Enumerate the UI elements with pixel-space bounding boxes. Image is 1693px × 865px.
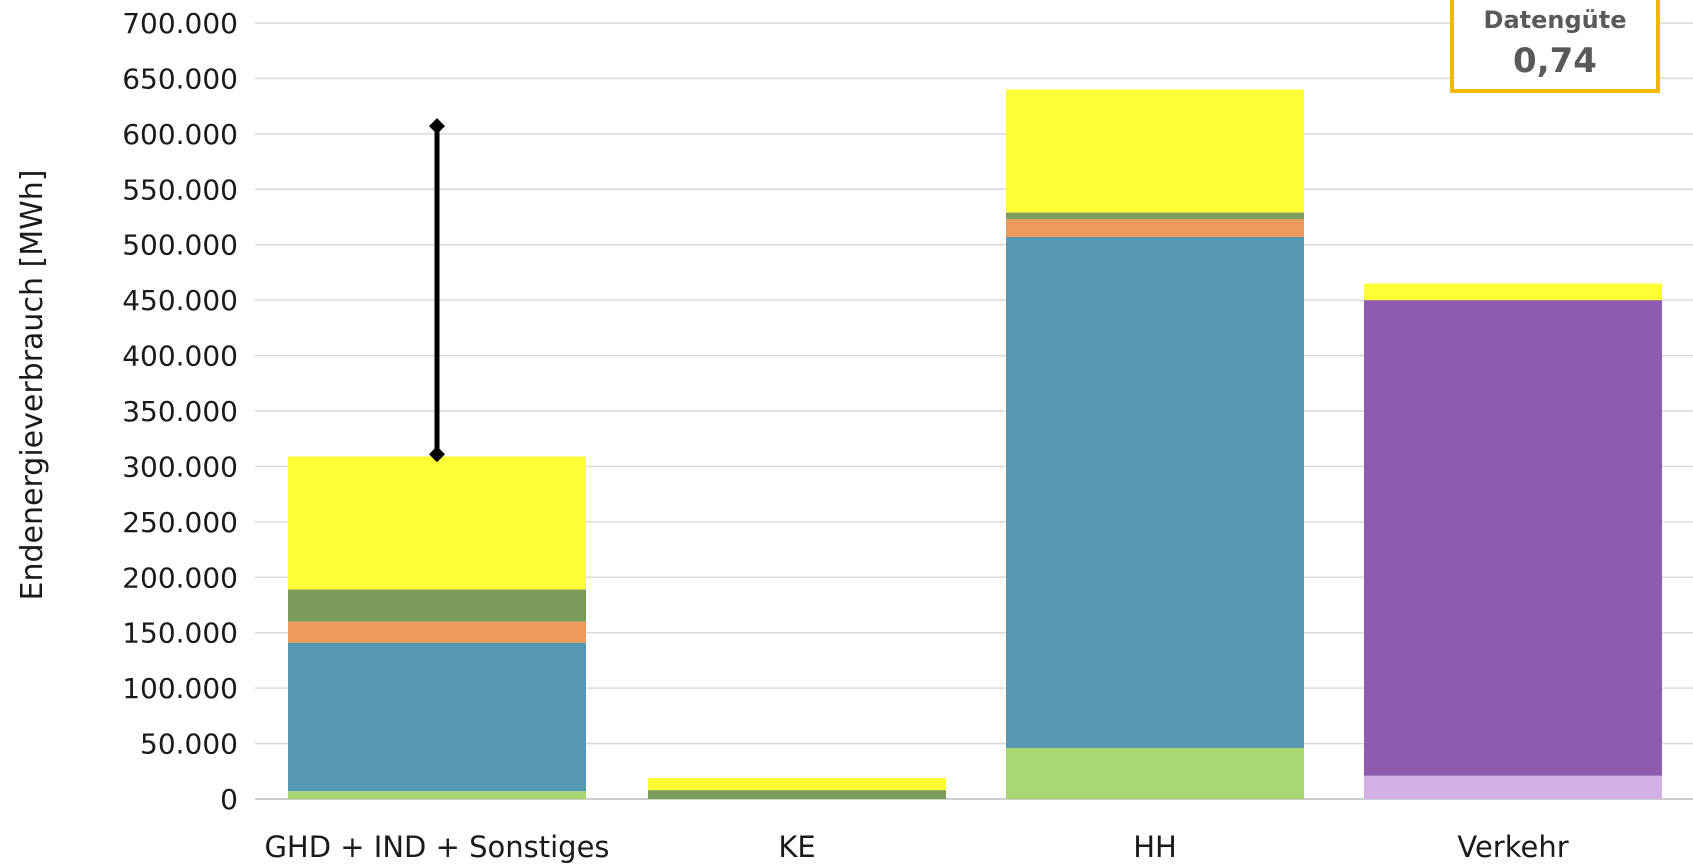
bar-segment	[648, 777, 946, 791]
x-axis-tick-labels: GHD + IND + Sonstiges KE HH Verkehr	[264, 830, 1568, 864]
y-tick-label: 350.000	[122, 395, 238, 428]
datenguete-badge-title: Datengüte	[1484, 6, 1627, 34]
y-tick-label: 700.000	[122, 7, 238, 40]
x-tick-label: Verkehr	[1457, 830, 1568, 864]
bar-segment	[1006, 748, 1304, 799]
bar-segment	[1006, 236, 1304, 749]
x-tick-label: GHD + IND + Sonstiges	[264, 830, 609, 864]
bar-segment	[1364, 775, 1662, 799]
y-tick-label: 400.000	[122, 340, 238, 373]
y-tick-label: 550.000	[122, 173, 238, 206]
y-tick-label: 650.000	[122, 62, 238, 95]
y-axis-label: Endenergieverbrauch [MWh]	[15, 170, 50, 601]
y-tick-label: 450.000	[122, 284, 238, 317]
error-bar	[429, 118, 445, 463]
bar-segment	[288, 621, 586, 643]
bar-segment	[1364, 283, 1662, 301]
bar-segment	[1006, 219, 1304, 237]
datenguete-badge-box	[1450, 0, 1660, 93]
datenguete-badge-value: 0,74	[1513, 41, 1597, 81]
y-tick-label: 0	[220, 783, 238, 816]
bar-segment	[1006, 212, 1304, 220]
x-tick-label: KE	[778, 830, 815, 864]
bar-segment	[288, 456, 586, 590]
x-tick-label: HH	[1133, 830, 1177, 864]
bar-segment	[288, 589, 586, 622]
y-tick-label: 150.000	[122, 617, 238, 650]
y-tick-label: 50.000	[140, 728, 238, 761]
y-tick-label: 200.000	[122, 561, 238, 594]
y-tick-label: 300.000	[122, 450, 238, 483]
bar-segment	[288, 791, 586, 799]
error-bar-marker	[429, 118, 445, 135]
y-tick-label: 250.000	[122, 506, 238, 539]
y-axis-tick-labels: 0 50.000 100.000 150.000 200.000 250.000 300.0…	[122, 7, 238, 816]
bar-segment	[288, 642, 586, 792]
y-tick-label: 100.000	[122, 672, 238, 705]
datenguete-badge: Datengüte 0,74	[1450, 0, 1660, 93]
bar-stacks	[288, 89, 1662, 799]
bar-segment	[648, 790, 946, 799]
y-tick-label: 500.000	[122, 229, 238, 262]
y-tick-label: 600.000	[122, 118, 238, 151]
bar-segment	[1006, 89, 1304, 213]
bar-segment	[1364, 300, 1662, 776]
error-bar-marker	[429, 446, 445, 463]
